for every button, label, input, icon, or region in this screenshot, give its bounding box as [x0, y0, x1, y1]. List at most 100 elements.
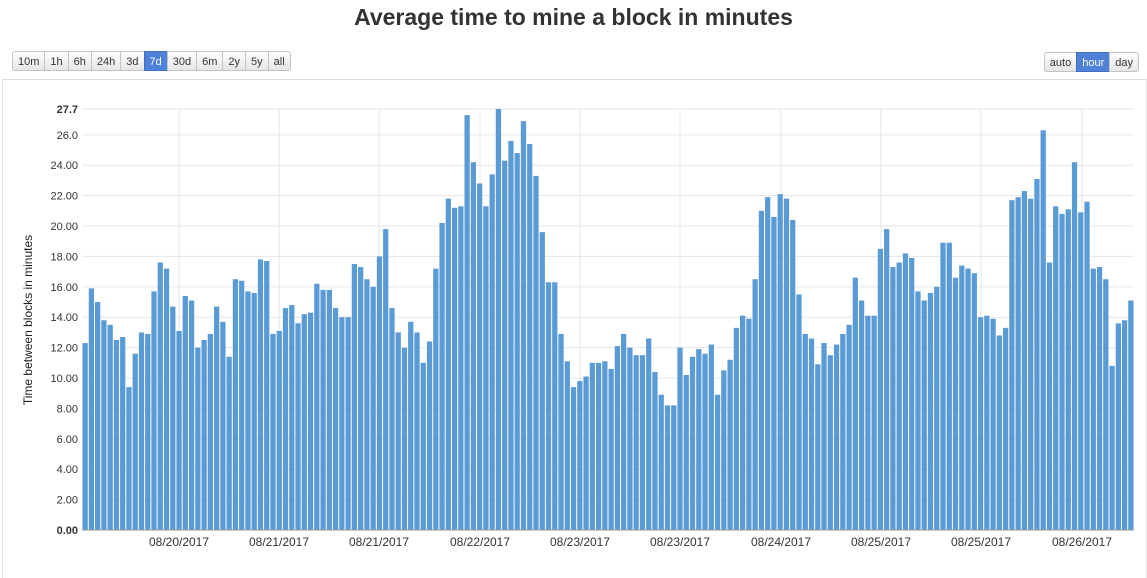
- bar: [664, 405, 671, 530]
- bar: [401, 347, 408, 530]
- bar: [1109, 365, 1115, 530]
- bar: [101, 320, 107, 530]
- bar: [946, 242, 952, 530]
- bar: [984, 315, 990, 530]
- bar: [802, 333, 808, 530]
- y-tick-label: 2.00: [57, 495, 78, 507]
- range-3d-button[interactable]: 3d: [120, 51, 145, 71]
- bar: [896, 262, 902, 530]
- bar: [602, 361, 608, 530]
- agg-auto-button[interactable]: auto: [1043, 52, 1078, 72]
- bar: [195, 347, 201, 530]
- range-30d-button[interactable]: 30d: [166, 51, 198, 71]
- bar: [426, 341, 433, 530]
- bar: [608, 368, 614, 530]
- bar: [1003, 327, 1009, 530]
- range-6h-button[interactable]: 6h: [67, 51, 92, 71]
- x-tick-label: 08/21/2017: [349, 535, 409, 549]
- y-tick-label: 10.00: [50, 373, 78, 385]
- bar: [577, 381, 583, 530]
- bar: [990, 318, 996, 530]
- bar: [1103, 279, 1109, 530]
- bar: [821, 343, 827, 530]
- bar: [852, 277, 858, 530]
- bar: [470, 162, 476, 530]
- bar: [1096, 267, 1103, 530]
- bar: [858, 300, 865, 530]
- bar: [502, 160, 508, 530]
- bar: [508, 140, 514, 530]
- bar: [539, 232, 545, 530]
- bar: [176, 330, 182, 530]
- y-tick-label: 6.00: [57, 434, 78, 446]
- bar: [332, 308, 339, 530]
- bar: [1021, 191, 1028, 530]
- bar: [583, 376, 589, 530]
- bar: [996, 335, 1002, 530]
- bar: [1040, 130, 1046, 530]
- bar: [1078, 212, 1084, 531]
- x-tick-label: 08/24/2017: [751, 535, 811, 549]
- bar: [358, 267, 364, 530]
- bar: [320, 289, 326, 530]
- range-all-button[interactable]: all: [267, 51, 291, 71]
- bar: [433, 268, 439, 530]
- bar: [82, 343, 88, 530]
- agg-hour-button[interactable]: hour: [1076, 52, 1111, 72]
- bar: [420, 362, 426, 530]
- x-tick-label: 08/23/2017: [650, 535, 710, 549]
- bar: [777, 194, 783, 530]
- bar: [758, 210, 765, 530]
- bar: [451, 207, 458, 530]
- bar: [527, 143, 533, 531]
- bar: [646, 338, 652, 530]
- bar: [927, 292, 934, 530]
- x-tick-label: 08/23/2017: [550, 535, 610, 549]
- bar: [1128, 300, 1134, 530]
- bar: [351, 264, 358, 530]
- bar: [790, 219, 796, 530]
- bar: [765, 197, 771, 531]
- bar: [220, 321, 226, 530]
- y-tick-label: 18.00: [50, 251, 78, 263]
- bar: [783, 198, 790, 530]
- bar: [120, 336, 126, 530]
- bar: [890, 267, 896, 530]
- bar: [132, 353, 138, 530]
- aggregation-selector: auto hour day: [1043, 52, 1139, 72]
- bar: [232, 279, 239, 530]
- bar: [1015, 197, 1021, 531]
- bar: [921, 300, 927, 530]
- bar: [833, 344, 840, 530]
- bar: [902, 253, 909, 530]
- bar: [1034, 178, 1040, 530]
- bar: [383, 229, 389, 530]
- bar: [1009, 200, 1015, 530]
- bar: [714, 394, 721, 530]
- bar: [495, 109, 502, 530]
- bar: [151, 291, 157, 530]
- agg-day-button[interactable]: day: [1109, 52, 1139, 72]
- bar: [138, 332, 145, 530]
- y-tick-label: 8.00: [57, 403, 78, 415]
- bar: [827, 355, 833, 530]
- bar: [1028, 198, 1034, 530]
- x-tick-label: 08/25/2017: [851, 535, 911, 549]
- bar: [276, 330, 282, 530]
- y-tick-label: 4.00: [57, 464, 78, 476]
- bar: [188, 300, 195, 530]
- range-2y-button[interactable]: 2y: [222, 51, 247, 71]
- bar: [489, 174, 495, 530]
- bar: [652, 371, 658, 530]
- bar: [721, 370, 727, 530]
- bar: [126, 387, 132, 530]
- bar: [520, 121, 527, 530]
- x-tick-label: 08/26/2017: [1052, 535, 1112, 549]
- bar: [689, 356, 696, 530]
- range-24h-button[interactable]: 24h: [90, 51, 122, 71]
- bar: [477, 183, 483, 530]
- bar: [414, 332, 420, 530]
- bar: [270, 333, 276, 530]
- y-tick-label: 27.7: [57, 104, 78, 116]
